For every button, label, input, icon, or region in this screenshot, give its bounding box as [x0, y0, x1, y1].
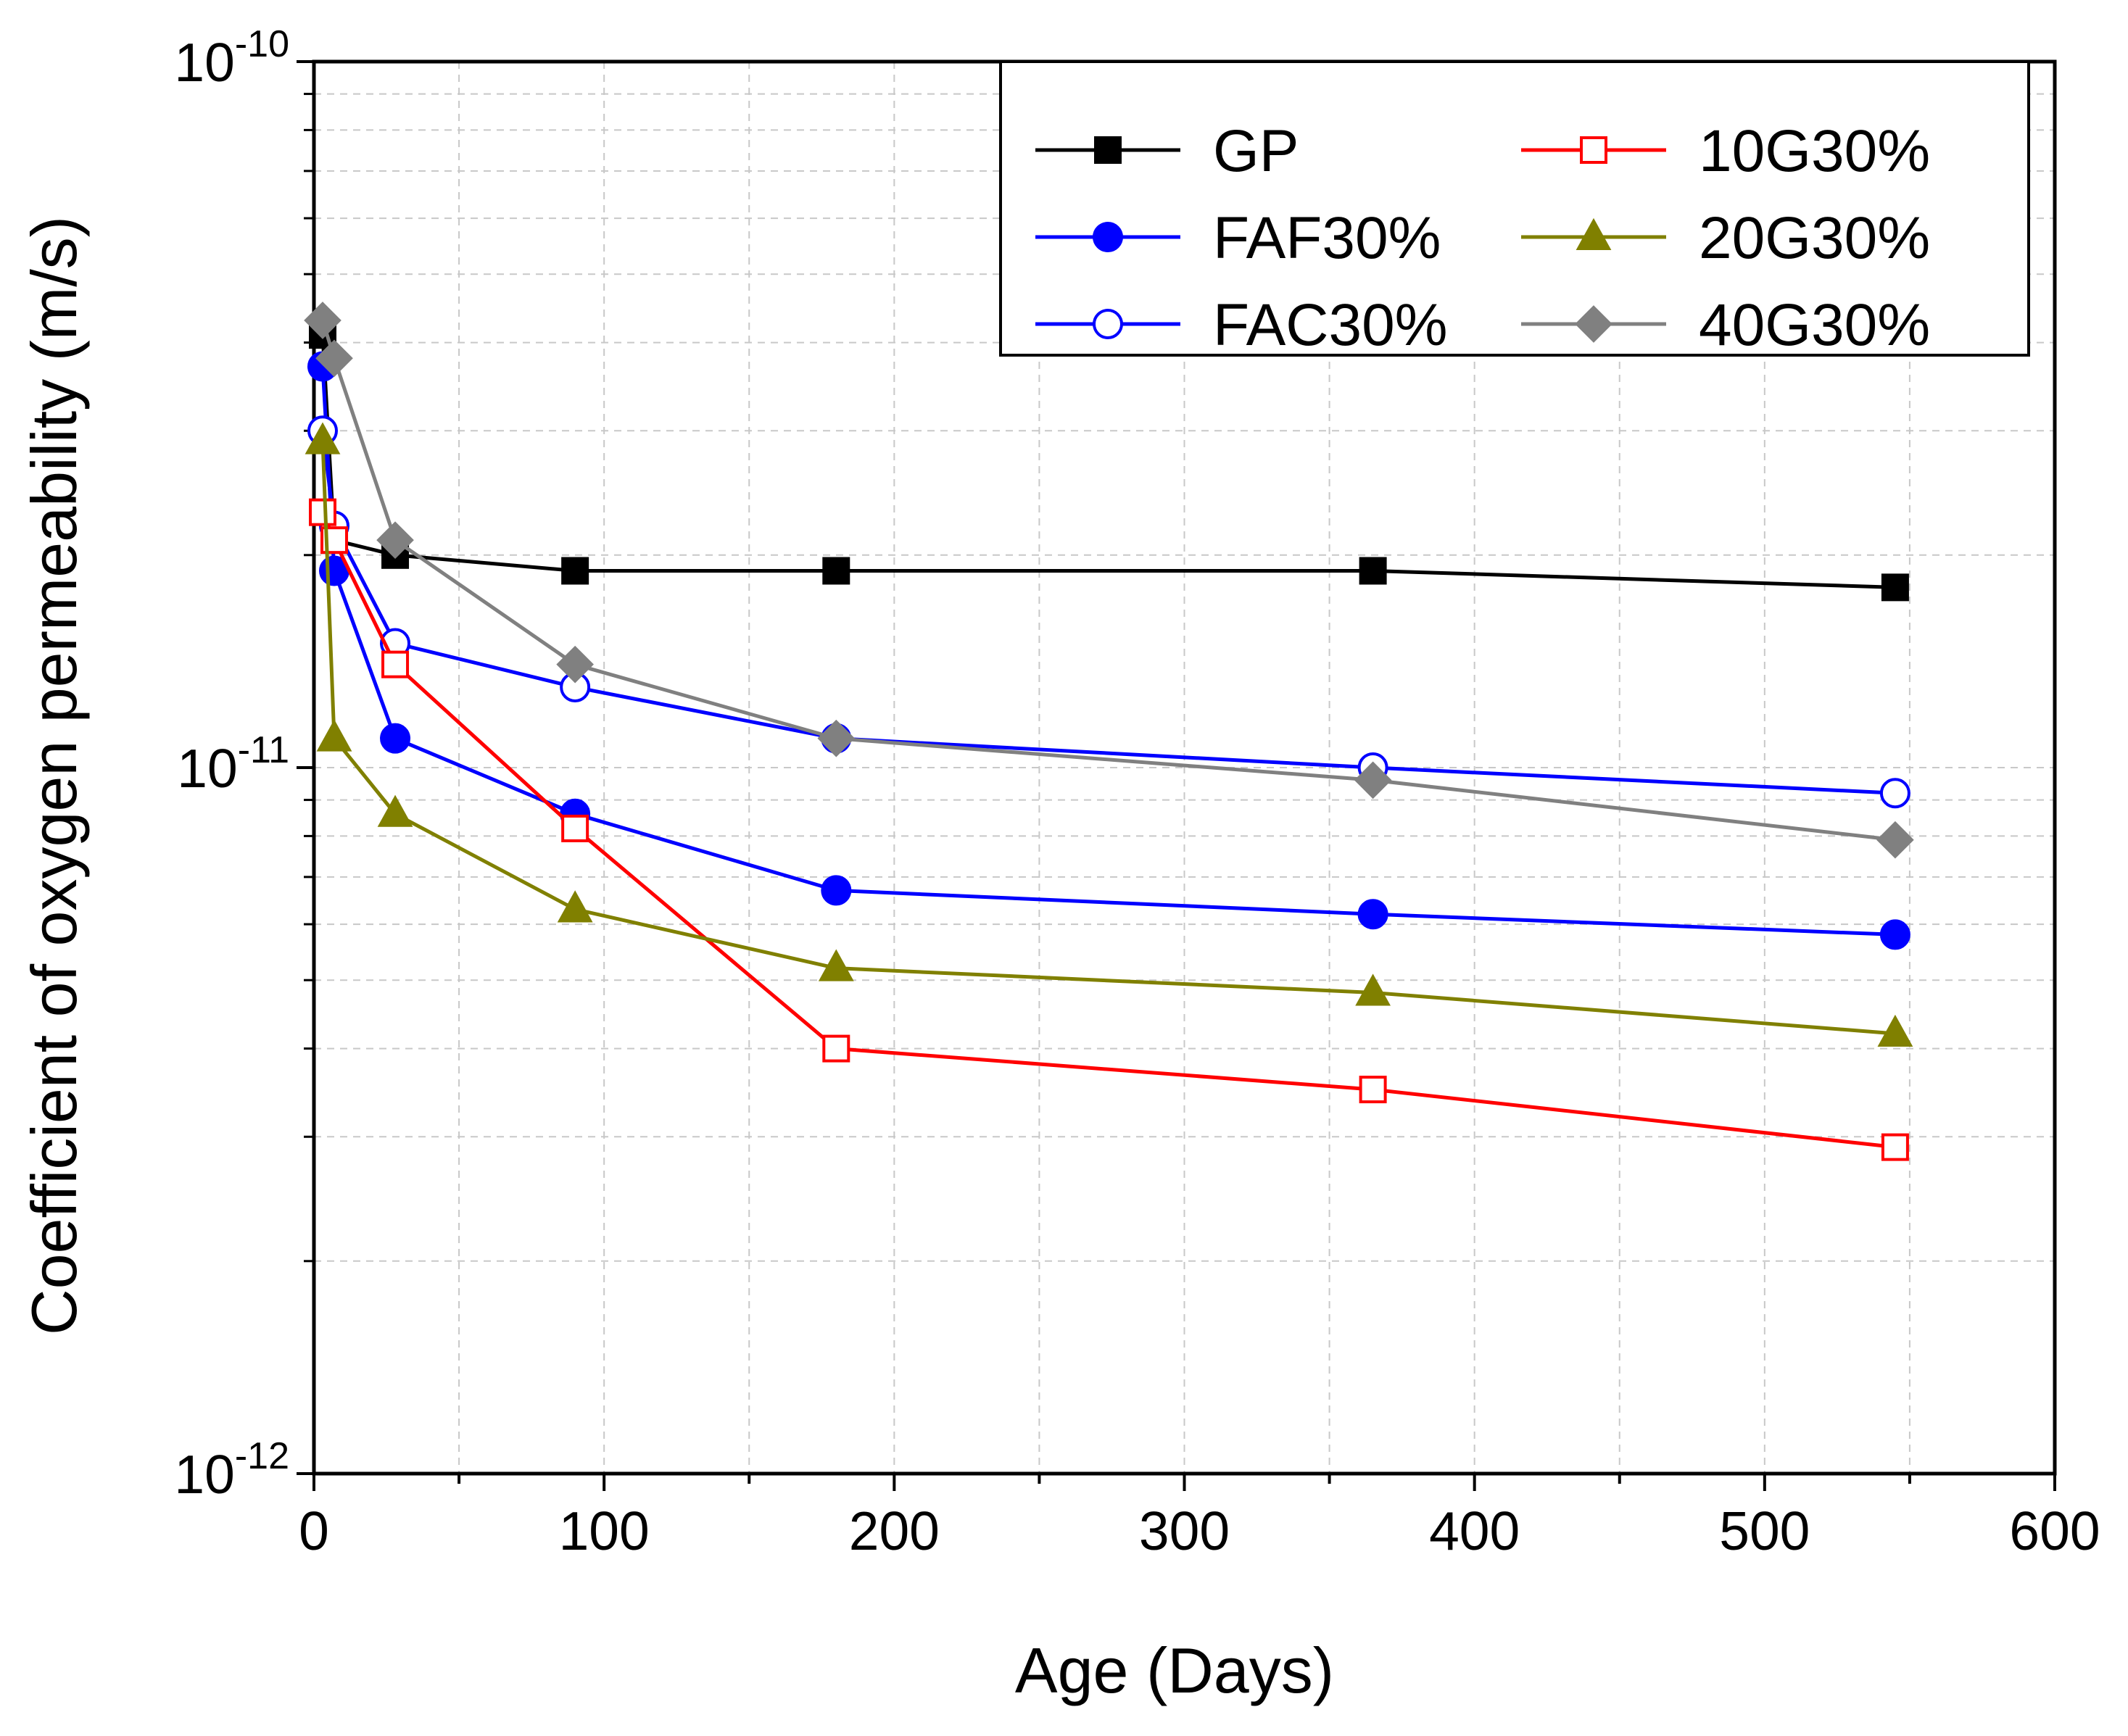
data-point [1881, 573, 1909, 602]
data-point [377, 794, 413, 827]
legend-marker [1093, 309, 1123, 339]
data-point [561, 814, 589, 842]
data-point [821, 875, 852, 906]
legend-item: FAF30% [1035, 205, 1441, 271]
data-point [1879, 778, 1910, 809]
legend-marker [1575, 305, 1612, 343]
legend-item: 10G30% [1521, 118, 1930, 184]
data-point [822, 557, 850, 585]
legend-item: FAC30% [1035, 292, 1448, 358]
legend-label: 10G30% [1699, 118, 1930, 184]
x-tick-label: 200 [849, 1500, 940, 1561]
x-tick-label: 500 [1719, 1500, 1810, 1561]
legend-label: FAC30% [1213, 292, 1448, 358]
data-point [315, 339, 353, 378]
legend-item: 20G30% [1521, 205, 1930, 271]
data-point [561, 557, 589, 585]
data-point [1359, 1076, 1387, 1104]
x-tick-label: 400 [1429, 1500, 1520, 1561]
data-point [376, 521, 414, 559]
legend-marker [1580, 136, 1607, 164]
y-axis-title: Coefficient of oxygen permeability (m/s) [18, 216, 90, 1335]
legend-marker [1576, 217, 1612, 250]
data-point [1359, 557, 1387, 585]
legend: GP FAF30% FAC30% 10G30% 20G30% 40G30% [999, 60, 2030, 358]
data-point [316, 719, 352, 752]
x-axis-title: Age (Days) [1015, 1635, 1334, 1706]
x-tick-label: 100 [559, 1500, 650, 1561]
data-point [1877, 1014, 1913, 1047]
data-point [1876, 821, 1914, 859]
legend-marker [1094, 136, 1122, 164]
data-point [1357, 899, 1388, 930]
legend-label: 20G30% [1699, 205, 1930, 271]
legend-box [999, 60, 2030, 357]
x-tick-label: 0 [299, 1500, 329, 1561]
data-point [557, 890, 593, 923]
data-point [1355, 973, 1391, 1006]
legend-item: 40G30% [1521, 292, 1930, 358]
y-tick-label: 10-12 [174, 1435, 289, 1505]
data-point [304, 302, 341, 339]
data-point [380, 723, 411, 754]
data-point [817, 719, 856, 757]
data-point [381, 650, 410, 678]
series-20g30pct [305, 422, 1913, 1047]
data-point [1354, 761, 1392, 800]
data-point [822, 1034, 850, 1063]
series-10g30pct [309, 498, 1909, 1161]
data-point [1879, 919, 1910, 950]
data-point [309, 498, 337, 526]
series-40g30pct [304, 302, 1914, 859]
series-layer [304, 302, 1914, 1161]
data-point [305, 422, 341, 454]
data-point [1881, 1133, 1909, 1161]
y-tick-label: 10-11 [177, 729, 289, 799]
data-point [556, 645, 594, 684]
legend-label: GP [1213, 118, 1299, 184]
y-tick-label: 10-10 [174, 23, 289, 93]
legend-label: 40G30% [1699, 292, 1930, 358]
legend-marker [1093, 222, 1123, 252]
legend-label: FAF30% [1213, 205, 1441, 271]
legend-item: GP [1035, 118, 1299, 184]
x-tick-label: 300 [1139, 1500, 1230, 1561]
data-point [818, 949, 854, 981]
x-tick-label: 600 [2009, 1500, 2100, 1561]
